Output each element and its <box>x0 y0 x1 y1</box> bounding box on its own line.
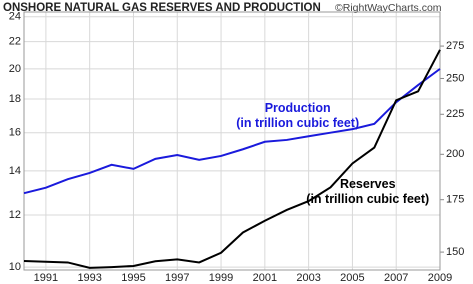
y-tick-label: 18 <box>9 93 21 105</box>
annotation: (in trillion cubic feet) <box>306 192 429 206</box>
x-tick-label: 1995 <box>121 272 145 284</box>
x-tick-label: 2005 <box>340 272 364 284</box>
annotation: Production <box>265 101 331 115</box>
x-tick-label: 1993 <box>77 272 101 284</box>
series-line <box>23 68 441 195</box>
annotation: (in trillion cubic feet) <box>236 116 359 130</box>
x-tick-label: 2009 <box>428 272 452 284</box>
annotation: Reserves <box>340 177 396 191</box>
x-tick-label: 2003 <box>296 272 320 284</box>
y2-tick-label: 200 <box>446 148 464 160</box>
y2-tick-label: 150 <box>446 246 464 258</box>
x-tick-label: 1997 <box>165 272 189 284</box>
x-tick-label: 2007 <box>384 272 408 284</box>
chart-title: ONSHORE NATURAL GAS RESERVES AND PRODUCT… <box>3 2 321 14</box>
y2-tick-label: 275 <box>446 40 464 52</box>
plot-frame <box>23 11 441 271</box>
y-tick-label: 24 <box>9 11 21 23</box>
x-tick-label: 1999 <box>209 272 233 284</box>
y-tick-label: 22 <box>9 36 21 48</box>
x-tick-label: 1991 <box>34 272 58 284</box>
y2-tick-label: 250 <box>446 72 464 84</box>
y2-tick-label: 175 <box>446 194 464 206</box>
y-tick-label: 12 <box>9 209 21 221</box>
x-tick-label: 2001 <box>253 272 277 284</box>
credit: ©RightWayCharts.com <box>335 2 442 14</box>
y-tick-label: 20 <box>9 63 21 75</box>
y-tick-label: 14 <box>9 165 21 177</box>
series-line <box>23 49 441 269</box>
y2-tick-label: 225 <box>446 108 464 120</box>
y-tick-label: 10 <box>9 261 21 273</box>
y-tick-label: 16 <box>9 127 21 139</box>
